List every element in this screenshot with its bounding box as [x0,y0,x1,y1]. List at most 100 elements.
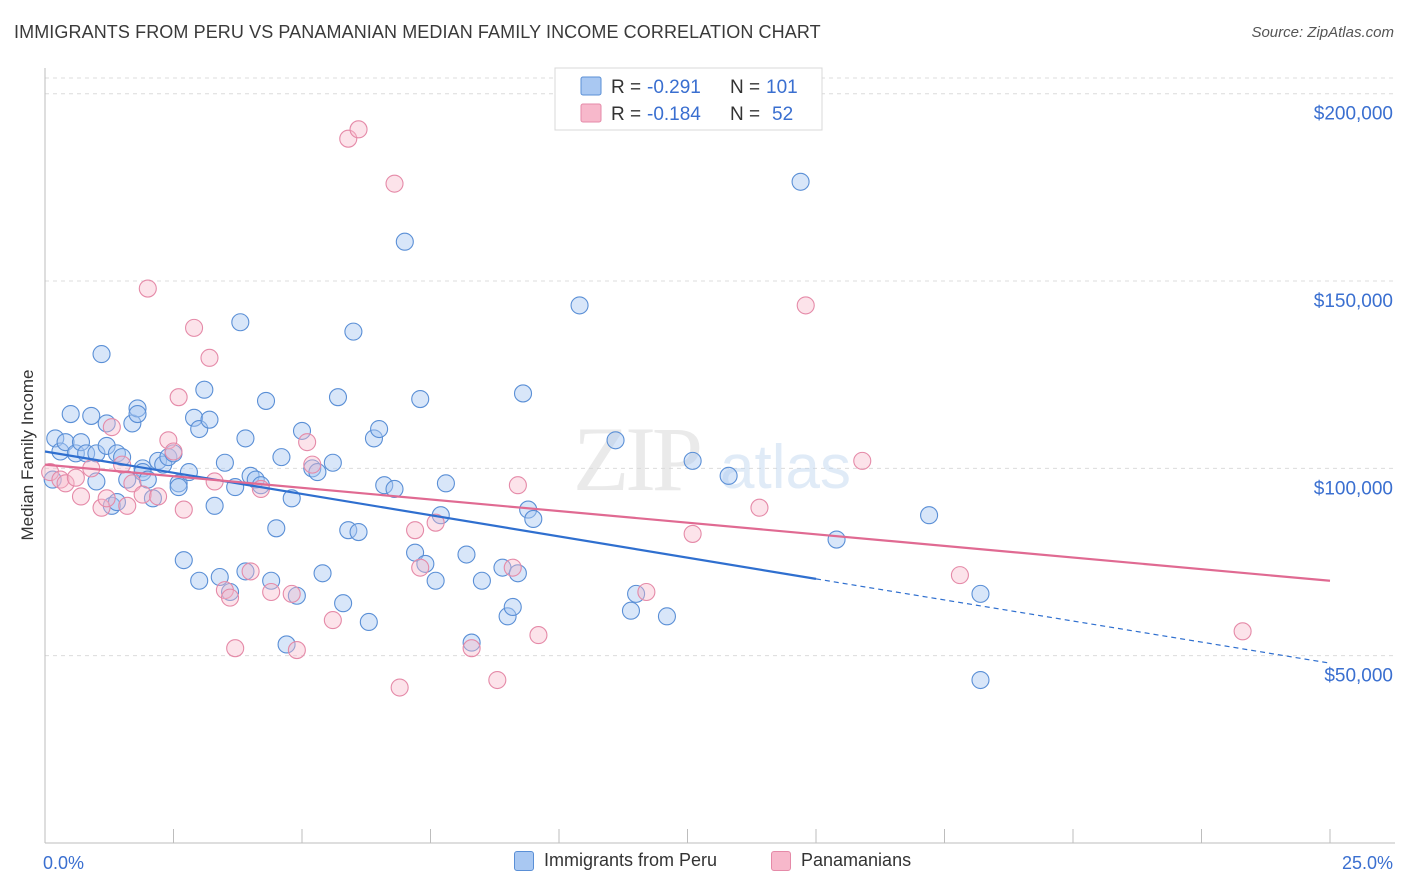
data-point-panamanians [241,562,260,581]
data-point-panamanians [71,487,91,506]
data-point-peru [385,479,404,499]
data-point-peru [436,474,455,493]
legend-item-peru: Immigrants from Peru [514,850,717,871]
data-point-peru [513,384,533,403]
legend-swatch-peru [514,850,534,871]
data-point-peru [457,545,476,564]
data-point-peru [282,489,301,508]
legend-blue-r-value: -0.291 [647,77,701,98]
stats-legend: R = -0.291 N = 101 R = -0.184 N = 52 [554,67,823,131]
data-point-peru [657,607,676,626]
data-point-panamanians [303,455,322,474]
data-point-panamanians [950,566,969,585]
data-point-panamanians [138,279,157,298]
data-point-panamanians [185,318,204,337]
legend-blue-n-value: 101 [766,77,798,98]
data-point-panamanians [637,582,656,602]
data-point-panamanians [282,584,301,603]
data-point-peru [719,466,738,485]
data-point-panamanians [503,558,522,577]
y-tick-labels: $50,000 $100,000 $150,000 $200,000 [1314,104,1393,687]
trend-line-peru-extension [815,578,1331,664]
data-point-peru [190,419,209,439]
data-point-panamanians [226,639,245,658]
data-point-panamanians [750,498,769,517]
data-point-panamanians [411,558,430,577]
data-point-peru [344,322,363,341]
data-point-panamanians [200,348,219,367]
data-point-peru [128,404,147,424]
data-point-panamanians [174,500,193,519]
data-point-panamanians [92,498,111,517]
data-point-panamanians [683,524,702,543]
legend-pink-n-value: 52 [772,104,793,125]
data-point-peru [272,448,291,467]
data-point-panamanians [169,388,188,407]
legend-pink-r-value: -0.184 [647,104,701,125]
data-point-peru [395,232,414,251]
data-point-peru [231,313,250,332]
data-point-peru [426,571,445,590]
data-point-panamanians [488,670,507,690]
data-point-peru [236,429,255,448]
data-point-peru [323,453,342,472]
axes [44,68,1395,844]
data-point-peru [328,388,348,407]
series-legend: Immigrants from Peru Panamanians [0,850,1406,880]
data-point-panamanians [164,442,183,461]
data-point-peru [215,453,234,472]
x-tick-label-end: 25.0% [1342,853,1393,873]
data-point-peru [359,612,378,632]
data-point-peru [169,478,188,497]
data-point-peru [190,571,209,590]
data-point-panamanians [133,485,152,504]
data-point-peru [606,431,625,450]
watermark-zip: ZIP [573,408,700,510]
legend-swatch-panamanians [771,850,791,871]
data-point-peru [827,530,846,549]
data-point-peru [56,433,75,452]
y-tick-label: $150,000 [1314,291,1393,312]
data-point-panamanians [262,582,281,602]
data-point-peru [185,408,204,427]
watermark: ZIP atlas [573,408,851,510]
x-tick-labels: 0.0% 25.0% [43,853,1393,873]
data-point-peru [920,506,939,525]
data-point-peru [570,296,589,315]
data-point-peru [97,436,116,455]
y-axis-label: Median Family Income [18,369,37,540]
data-point-peru [71,433,91,452]
data-point-peru [92,345,111,364]
data-point-panamanians [118,496,137,515]
trend-lines [44,450,1331,664]
data-point-peru [524,509,543,528]
chart-title: IMMIGRANTS FROM PERU VS PANAMANIAN MEDIA… [14,22,821,42]
data-point-peru [498,607,517,626]
data-point-panamanians [66,468,85,487]
y-tick-label: $50,000 [1324,666,1393,687]
y-tick-label: $200,000 [1314,104,1393,125]
data-point-panamanians [390,678,409,697]
data-point-peru [791,172,810,191]
data-point-peru [195,380,214,399]
data-point-panamanians [102,418,121,437]
data-point-peru [683,451,702,470]
trend-line-panamanians [44,463,1331,582]
data-point-peru [313,564,332,583]
data-point-peru [113,448,132,467]
data-point-peru [128,399,147,418]
data-point-panamanians [287,641,306,660]
data-point-panamanians [508,476,527,495]
data-point-peru [364,429,384,448]
data-point-panamanians [349,120,368,139]
data-point-peru [375,476,394,495]
data-point-peru [82,406,101,425]
data-point-panamanians [41,463,60,482]
legend-blue-r-label: R = [611,77,641,98]
data-point-panamanians [220,588,240,607]
data-point-panamanians [406,521,425,540]
data-point-peru [472,571,491,590]
data-point-peru [621,601,641,620]
data-point-peru [256,391,276,410]
